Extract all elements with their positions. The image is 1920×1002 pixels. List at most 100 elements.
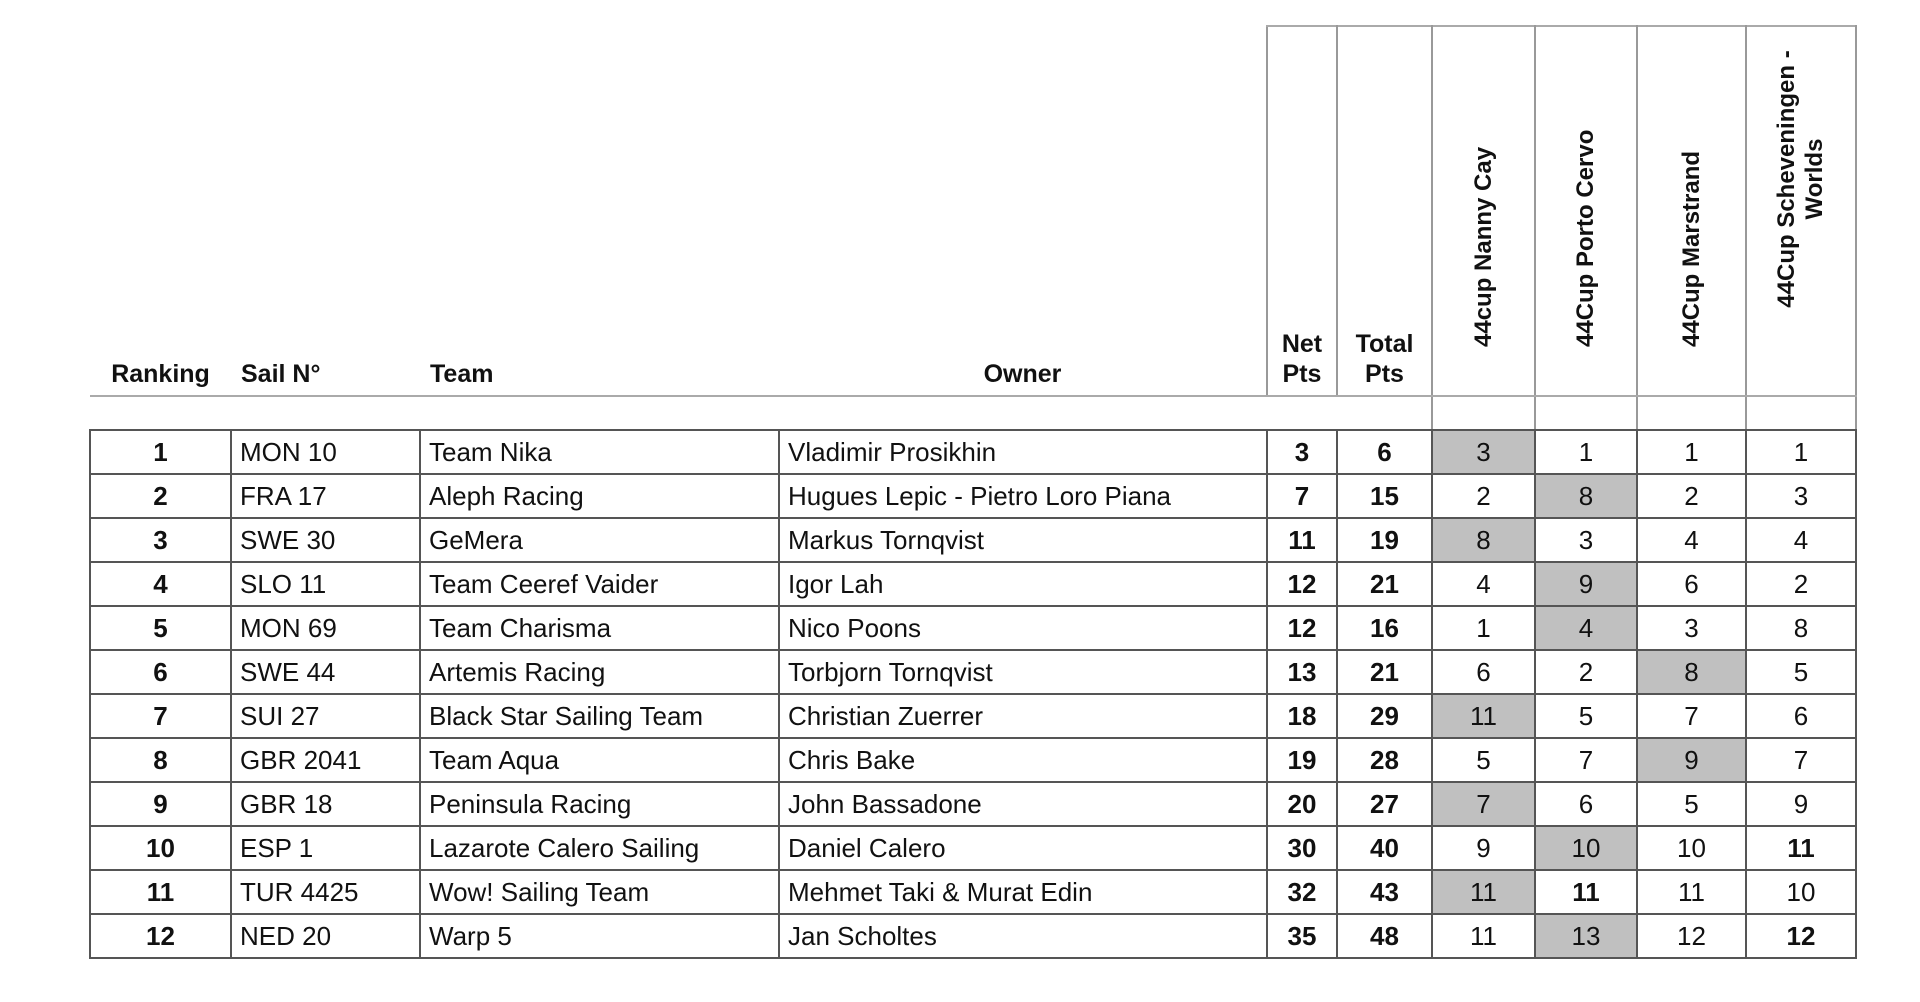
table-row: 3 SWE 30 GeMera Markus Tornqvist 11 19 8 3 4 4: [89, 517, 1857, 563]
race-score-cell: 1: [1431, 605, 1536, 651]
net-pts-cell: 12: [1266, 561, 1338, 607]
race-score-cell: 6: [1431, 649, 1536, 695]
header-owner: Owner: [779, 26, 1267, 397]
rank-cell: 1: [89, 429, 232, 475]
race-score-cell: 3: [1745, 473, 1857, 519]
table-row: 6 SWE 44 Artemis Racing Torbjorn Tornqvist 1…: [89, 649, 1857, 695]
header-row: Ranking Sail N° Team Owner Net Pts Total…: [90, 25, 1857, 397]
sail-cell: FRA 17: [230, 473, 421, 519]
sail-cell: MON 10: [230, 429, 421, 475]
race-score-cell: 5: [1431, 737, 1536, 783]
race-score-cell: 1: [1745, 429, 1857, 475]
race-score-cell: 5: [1636, 781, 1747, 827]
race-label: 44cup Nanny Cay: [1469, 146, 1497, 347]
total-pts-cell: 27: [1336, 781, 1433, 827]
race-score-cell: 11: [1431, 869, 1536, 915]
header-net-pts: Net Pts: [1266, 25, 1338, 397]
race-score-cell: 8: [1534, 473, 1638, 519]
race-score-cell: 13: [1534, 913, 1638, 959]
race-label: 44Cup Scheveningen - Worlds: [1773, 50, 1828, 308]
owner-cell: Mehmet Taki & Murat Edin: [778, 869, 1268, 915]
race-score-cell: 4: [1636, 517, 1747, 563]
sail-cell: MON 69: [230, 605, 421, 651]
rank-cell: 3: [89, 517, 232, 563]
race-score-cell: 6: [1534, 781, 1638, 827]
team-cell: Team Nika: [419, 429, 780, 475]
owner-cell: Chris Bake: [778, 737, 1268, 783]
race-label: 44Cup Porto Cervo: [1572, 129, 1599, 347]
team-cell: Wow! Sailing Team: [419, 869, 780, 915]
table-row: 12 NED 20 Warp 5 Jan Scholtes 35 48 11 13 12 12: [89, 913, 1857, 959]
owner-cell: Igor Lah: [778, 561, 1268, 607]
total-pts-cell: 21: [1336, 561, 1433, 607]
race-score-cell: 6: [1636, 561, 1747, 607]
race-score-cell: 9: [1636, 737, 1747, 783]
rank-cell: 5: [89, 605, 232, 651]
team-cell: Artemis Racing: [419, 649, 780, 695]
rank-cell: 11: [89, 869, 232, 915]
race-score-cell: 7: [1431, 781, 1536, 827]
owner-cell: Jan Scholtes: [778, 913, 1268, 959]
total-pts-cell: 6: [1336, 429, 1433, 475]
total-pts-cell: 15: [1336, 473, 1433, 519]
sail-cell: NED 20: [230, 913, 421, 959]
table-row: 1 MON 10 Team Nika Vladimir Prosikhin 3 6 3 1 1 1: [89, 429, 1857, 475]
table-row: 8 GBR 2041 Team Aqua Chris Bake 19 28 5 7 9 7: [89, 737, 1857, 783]
total-pts-cell: 16: [1336, 605, 1433, 651]
race-score-cell: 4: [1431, 561, 1536, 607]
race-score-cell: 11: [1431, 913, 1536, 959]
header-total-label: Total Pts: [1355, 330, 1414, 388]
table-row: 4 SLO 11 Team Ceeref Vaider Igor Lah 12 21 4 9 6…: [89, 561, 1857, 607]
race-score-cell: 9: [1745, 781, 1857, 827]
table-row: 9 GBR 18 Peninsula Racing John Bassadone 20 2…: [89, 781, 1857, 827]
race-score-cell: 5: [1745, 649, 1857, 695]
net-pts-cell: 35: [1266, 913, 1338, 959]
race-score-cell: 3: [1431, 429, 1536, 475]
race-score-cell: 5: [1534, 693, 1638, 739]
race-score-cell: 12: [1636, 913, 1747, 959]
net-pts-cell: 30: [1266, 825, 1338, 871]
team-cell: Peninsula Racing: [419, 781, 780, 827]
race-score-cell: 11: [1745, 825, 1857, 871]
race-score-cell: 12: [1745, 913, 1857, 959]
team-cell: Warp 5: [419, 913, 780, 959]
standings-table: Ranking Sail N° Team Owner Net Pts Total…: [89, 25, 1857, 959]
sail-cell: SWE 44: [230, 649, 421, 695]
net-pts-cell: 20: [1266, 781, 1338, 827]
rank-cell: 7: [89, 693, 232, 739]
race-score-cell: 7: [1636, 693, 1747, 739]
team-cell: Team Aqua: [419, 737, 780, 783]
race-score-cell: 8: [1431, 517, 1536, 563]
rank-cell: 9: [89, 781, 232, 827]
sail-cell: ESP 1: [230, 825, 421, 871]
owner-cell: Christian Zuerrer: [778, 693, 1268, 739]
header-race-scheveningen: 44Cup Scheveningen - Worlds: [1745, 25, 1857, 397]
header-net-label: Net Pts: [1281, 330, 1323, 388]
race-score-cell: 10: [1636, 825, 1747, 871]
owner-cell: John Bassadone: [778, 781, 1268, 827]
net-pts-cell: 3: [1266, 429, 1338, 475]
race-score-cell: 11: [1534, 869, 1638, 915]
race-score-cell: 9: [1431, 825, 1536, 871]
header-ranking: Ranking: [90, 26, 231, 397]
race-score-cell: 11: [1636, 869, 1747, 915]
race-score-cell: 7: [1534, 737, 1638, 783]
race-score-cell: 2: [1636, 473, 1747, 519]
rank-cell: 12: [89, 913, 232, 959]
table-row: 10 ESP 1 Lazarote Calero Sailing Daniel Cal…: [89, 825, 1857, 871]
race-score-cell: 1: [1534, 429, 1638, 475]
total-pts-cell: 28: [1336, 737, 1433, 783]
race-score-cell: 2: [1431, 473, 1536, 519]
spacer-row: [90, 396, 1857, 431]
total-pts-cell: 21: [1336, 649, 1433, 695]
total-pts-cell: 40: [1336, 825, 1433, 871]
race-score-cell: 8: [1745, 605, 1857, 651]
race-score-cell: 9: [1534, 561, 1638, 607]
owner-cell: Nico Poons: [778, 605, 1268, 651]
team-cell: Aleph Racing: [419, 473, 780, 519]
header-team: Team: [420, 26, 779, 397]
net-pts-cell: 32: [1266, 869, 1338, 915]
table-row: 11 TUR 4425 Wow! Sailing Team Mehmet Taki &…: [89, 869, 1857, 915]
owner-cell: Vladimir Prosikhin: [778, 429, 1268, 475]
sail-cell: SLO 11: [230, 561, 421, 607]
